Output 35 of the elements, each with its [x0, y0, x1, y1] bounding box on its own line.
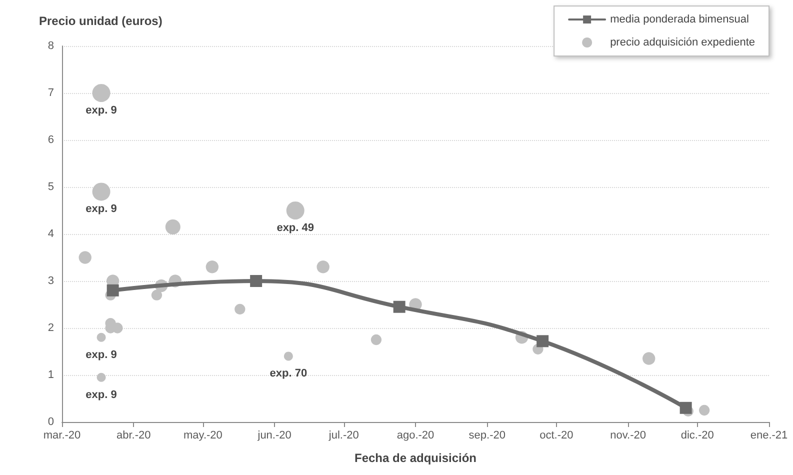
y-tick-label: 8 — [48, 40, 54, 52]
point — [250, 275, 262, 287]
annotation: exp. 49 — [276, 222, 314, 234]
y-tick-label: 6 — [48, 134, 54, 146]
annotation: exp. 9 — [86, 104, 117, 116]
point — [393, 300, 406, 313]
annotation: exp. 70 — [270, 368, 308, 380]
legend-label: precio adquisición expediente — [610, 36, 756, 48]
point — [680, 402, 692, 414]
y-tick-label: 1 — [48, 369, 54, 381]
x-tick-label: oct.-20 — [540, 430, 574, 442]
point — [536, 335, 549, 348]
y-axis-title: Precio unidad (euros) — [39, 14, 162, 28]
y-tick-label: 2 — [48, 322, 54, 334]
x-tick-label: dic.-20 — [680, 430, 714, 442]
x-tick-label: ago.-20 — [396, 430, 434, 442]
x-axis-title: Fecha de adquisición — [354, 451, 477, 465]
point — [106, 284, 119, 296]
x-tick-label: mar.-20 — [43, 430, 81, 442]
annotation: exp. 9 — [86, 388, 117, 401]
x-tick-label: abr.-20 — [116, 430, 151, 442]
x-tick-label: ene.-21 — [750, 430, 788, 442]
x-tick-label: sep.-20 — [468, 430, 506, 442]
annotation: exp. 9 — [86, 203, 117, 216]
y-tick-label: 5 — [48, 181, 54, 193]
y-tick-label: 7 — [48, 87, 54, 99]
legend-label: media ponderada bimensual — [610, 14, 749, 26]
y-tick-label: 3 — [48, 275, 54, 287]
x-tick-label: jul.-20 — [328, 430, 359, 442]
y-tick-label: 4 — [48, 228, 54, 240]
x-tick-label: jun.-20 — [256, 430, 292, 442]
annotation: exp. 9 — [86, 348, 117, 361]
x-tick-label: may.-20 — [183, 430, 222, 442]
x-tick-label: nov.-20 — [610, 430, 646, 442]
y-tick-label: 0 — [48, 416, 54, 428]
